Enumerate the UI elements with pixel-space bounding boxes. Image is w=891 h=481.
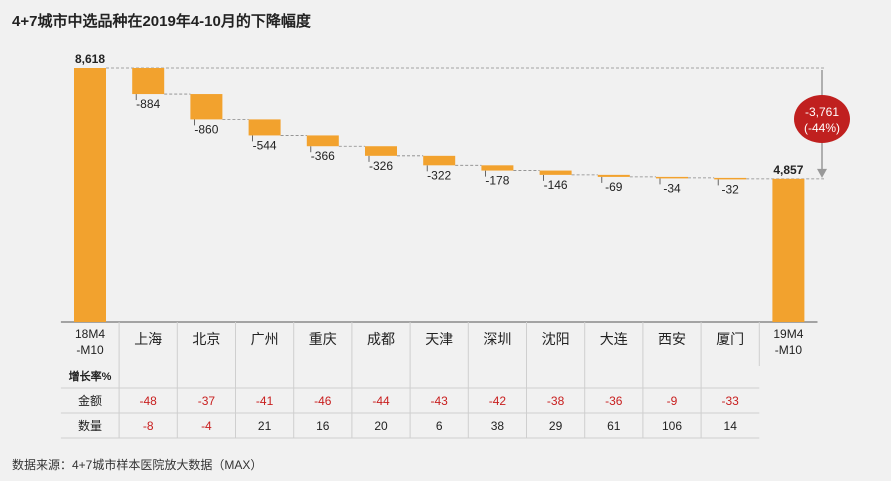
bar-大连 <box>597 174 630 177</box>
bar-广州 <box>248 119 281 136</box>
bar-成都 <box>365 146 397 156</box>
bar-西安 <box>656 176 688 179</box>
bars <box>74 68 805 322</box>
value-label-重庆: -366 <box>311 149 335 163</box>
category-end-line1: 19M4 <box>773 327 803 341</box>
value-label-成都: -326 <box>369 159 393 173</box>
table-cell: -46 <box>314 394 332 408</box>
value-label-广州: -544 <box>253 138 277 152</box>
table-cell: -37 <box>198 394 216 408</box>
category-深圳: 深圳 <box>483 331 511 347</box>
value-label-西安: -34 <box>663 181 681 195</box>
value-label-start: 8,618 <box>75 52 105 66</box>
category-西安: 西安 <box>658 331 686 347</box>
category-成都: 成都 <box>367 331 395 347</box>
table-header: 增长率% <box>69 369 112 383</box>
table-cell: -36 <box>605 394 623 408</box>
connector-lines <box>106 67 824 186</box>
table-cell: 16 <box>316 419 330 433</box>
category-北京: 北京 <box>192 331 220 347</box>
bar-沈阳 <box>539 170 572 175</box>
category-start-line1: 18M4 <box>75 327 105 341</box>
table-cell: -38 <box>547 394 565 408</box>
table-grid <box>60 321 818 439</box>
value-label-沈阳: -146 <box>544 178 568 192</box>
value-label-大连: -69 <box>605 180 623 194</box>
callout-circle <box>794 95 850 143</box>
table-cell: 29 <box>549 419 563 433</box>
table-cell: -43 <box>431 394 449 408</box>
category-广州: 广州 <box>251 331 279 347</box>
bar-天津 <box>423 155 456 166</box>
category-重庆: 重庆 <box>309 331 337 347</box>
table-cell: 21 <box>258 419 272 433</box>
bar-start <box>74 68 106 322</box>
callout-percent: (-44%) <box>804 121 840 135</box>
growth-table: 增长率%金额 -48 -37 -41 -46 -44 -43 -42 -38 -36 -9 -33数量… <box>69 369 740 433</box>
table-cell: -48 <box>140 394 158 408</box>
table-cell: -41 <box>256 394 274 408</box>
category-start-line2: -M10 <box>76 343 104 357</box>
bar-重庆 <box>306 135 339 147</box>
bar-上海 <box>132 68 165 95</box>
table-cell: -42 <box>489 394 507 408</box>
category-大连: 大连 <box>600 331 628 347</box>
value-label-深圳: -178 <box>485 174 509 188</box>
bar-北京 <box>190 94 223 120</box>
value-label-上海: -884 <box>136 97 160 111</box>
bar-深圳 <box>481 165 514 171</box>
value-labels: 8,618 -884 -860 -544 -366 -326 -322 -178 -146 -69… <box>75 52 804 196</box>
table-cell: 38 <box>491 419 505 433</box>
source-note: 数据来源：4+7城市样本医院放大数据（MAX） <box>12 457 262 472</box>
value-label-厦门: -32 <box>722 182 740 196</box>
bar-end <box>772 178 805 322</box>
change-arrow-head <box>817 168 827 178</box>
table-cell: -33 <box>722 394 740 408</box>
table-row-label: 金额 <box>78 393 102 408</box>
category-上海: 上海 <box>134 331 162 347</box>
table-cell: 14 <box>724 419 738 433</box>
bar-厦门 <box>714 177 747 180</box>
category-end-line2: -M10 <box>775 343 803 357</box>
table-cell: 20 <box>374 419 388 433</box>
category-厦门: 厦门 <box>716 331 744 347</box>
value-label-北京: -860 <box>194 122 218 136</box>
table-cell: 61 <box>607 419 621 433</box>
table-cell: -9 <box>667 394 678 408</box>
total-change-callout: -3,761 (-44%) <box>794 70 850 178</box>
table-cell: 6 <box>436 419 443 433</box>
callout-value: -3,761 <box>805 105 839 119</box>
table-cell: -44 <box>372 394 390 408</box>
value-label-天津: -322 <box>427 168 451 182</box>
category-沈阳: 沈阳 <box>542 331 570 347</box>
category-labels: 18M4 -M10 上海 北京 广州 重庆 成都 天津 深圳 沈阳 大连 西安 厦门 19M4 -M10 <box>75 327 804 357</box>
table-cell: -8 <box>143 419 154 433</box>
value-label-end: 4,857 <box>773 163 803 177</box>
table-cell: 106 <box>662 419 682 433</box>
category-天津: 天津 <box>425 331 453 347</box>
chart-title: 4+7城市中选品种在2019年4-10月的下降幅度 <box>12 12 312 30</box>
table-row-label: 数量 <box>78 418 102 433</box>
table-cell: -4 <box>201 419 212 433</box>
